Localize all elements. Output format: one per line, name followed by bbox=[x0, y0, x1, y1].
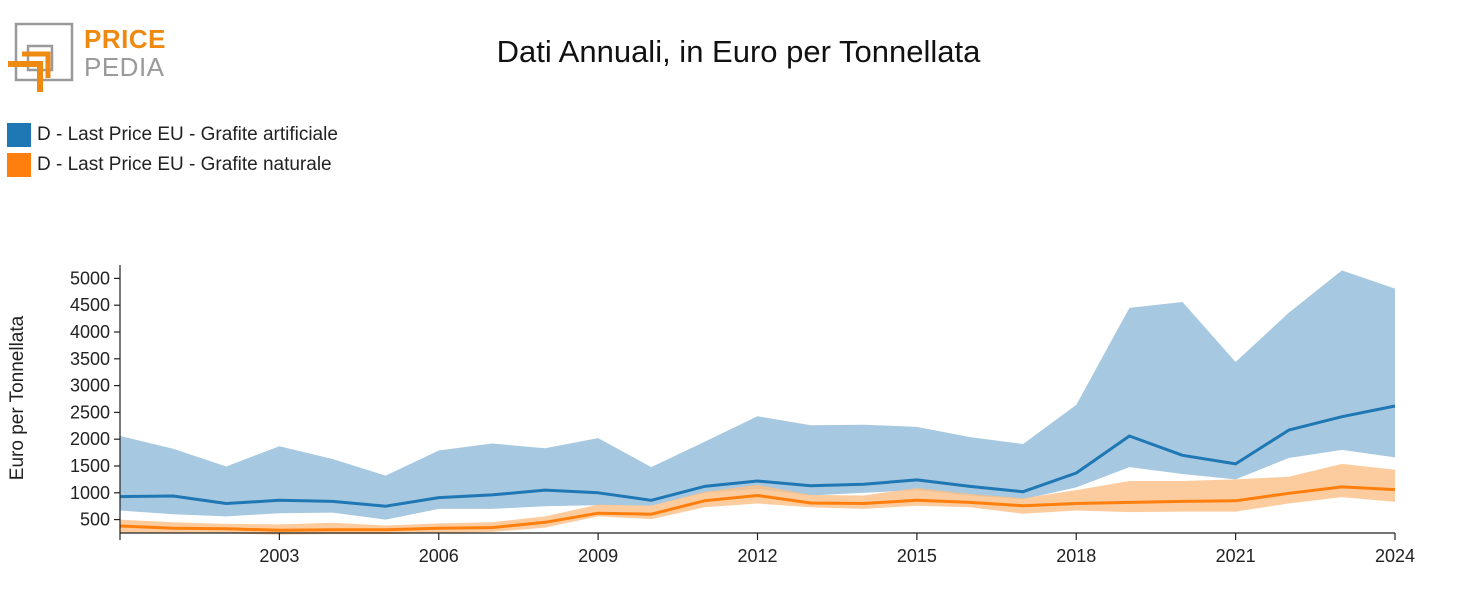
legend: D - Last Price EU - Grafite artificiale … bbox=[7, 120, 338, 180]
x-tick-label: 2006 bbox=[419, 546, 459, 566]
series-line-0 bbox=[119, 404, 1396, 508]
x-tick-label: 2009 bbox=[578, 546, 618, 566]
y-axis-label: Euro per Tonnellata bbox=[7, 315, 28, 480]
legend-swatch-artificiale bbox=[7, 123, 31, 147]
y-tick-label: 4500 bbox=[70, 295, 110, 315]
y-tick-label: 3500 bbox=[70, 349, 110, 369]
logo-mark bbox=[8, 22, 74, 92]
series-band-0 bbox=[120, 270, 1395, 520]
x-tick-label: 2024 bbox=[1375, 546, 1415, 566]
y-tick-label: 4000 bbox=[70, 322, 110, 342]
series-band-1 bbox=[120, 463, 1395, 535]
pricepedia-logo: PRICE PEDIA bbox=[6, 20, 166, 94]
x-tick-label: 2012 bbox=[737, 546, 777, 566]
y-tick-label: 1500 bbox=[70, 456, 110, 476]
legend-item-artificiale[interactable]: D - Last Price EU - Grafite artificiale bbox=[7, 120, 338, 150]
series-line-1 bbox=[119, 485, 1396, 532]
y-tick-label: 2000 bbox=[70, 429, 110, 449]
chart-title: Dati Annuali, in Euro per Tonnellata bbox=[496, 34, 981, 69]
x-tick-label: 2018 bbox=[1056, 546, 1096, 566]
y-tick-label: 2500 bbox=[70, 402, 110, 422]
y-tick-label: 3000 bbox=[70, 376, 110, 396]
bands-layer bbox=[120, 270, 1395, 535]
axes-layer: 500 1000 1500 2000 2500 3000 3500 4000 4500 5000 2… bbox=[70, 265, 1415, 566]
y-tick-label: 1000 bbox=[70, 483, 110, 503]
legend-label-naturale: D - Last Price EU - Grafite naturale bbox=[37, 154, 332, 175]
logo-text-pedia: PEDIA bbox=[84, 52, 165, 82]
legend-item-naturale[interactable]: D - Last Price EU - Grafite naturale bbox=[7, 150, 338, 180]
legend-swatch-naturale bbox=[7, 153, 31, 177]
y-tick-label: 5000 bbox=[70, 268, 110, 288]
y-tick-label: 500 bbox=[80, 510, 110, 530]
x-tick-label: 2021 bbox=[1216, 546, 1256, 566]
x-tick-label: 2015 bbox=[897, 546, 937, 566]
logo-text-price: PRICE bbox=[84, 24, 166, 54]
legend-label-artificiale: D - Last Price EU - Grafite artificiale bbox=[37, 124, 338, 145]
x-tick-label: 2003 bbox=[259, 546, 299, 566]
lines-layer bbox=[119, 404, 1396, 532]
